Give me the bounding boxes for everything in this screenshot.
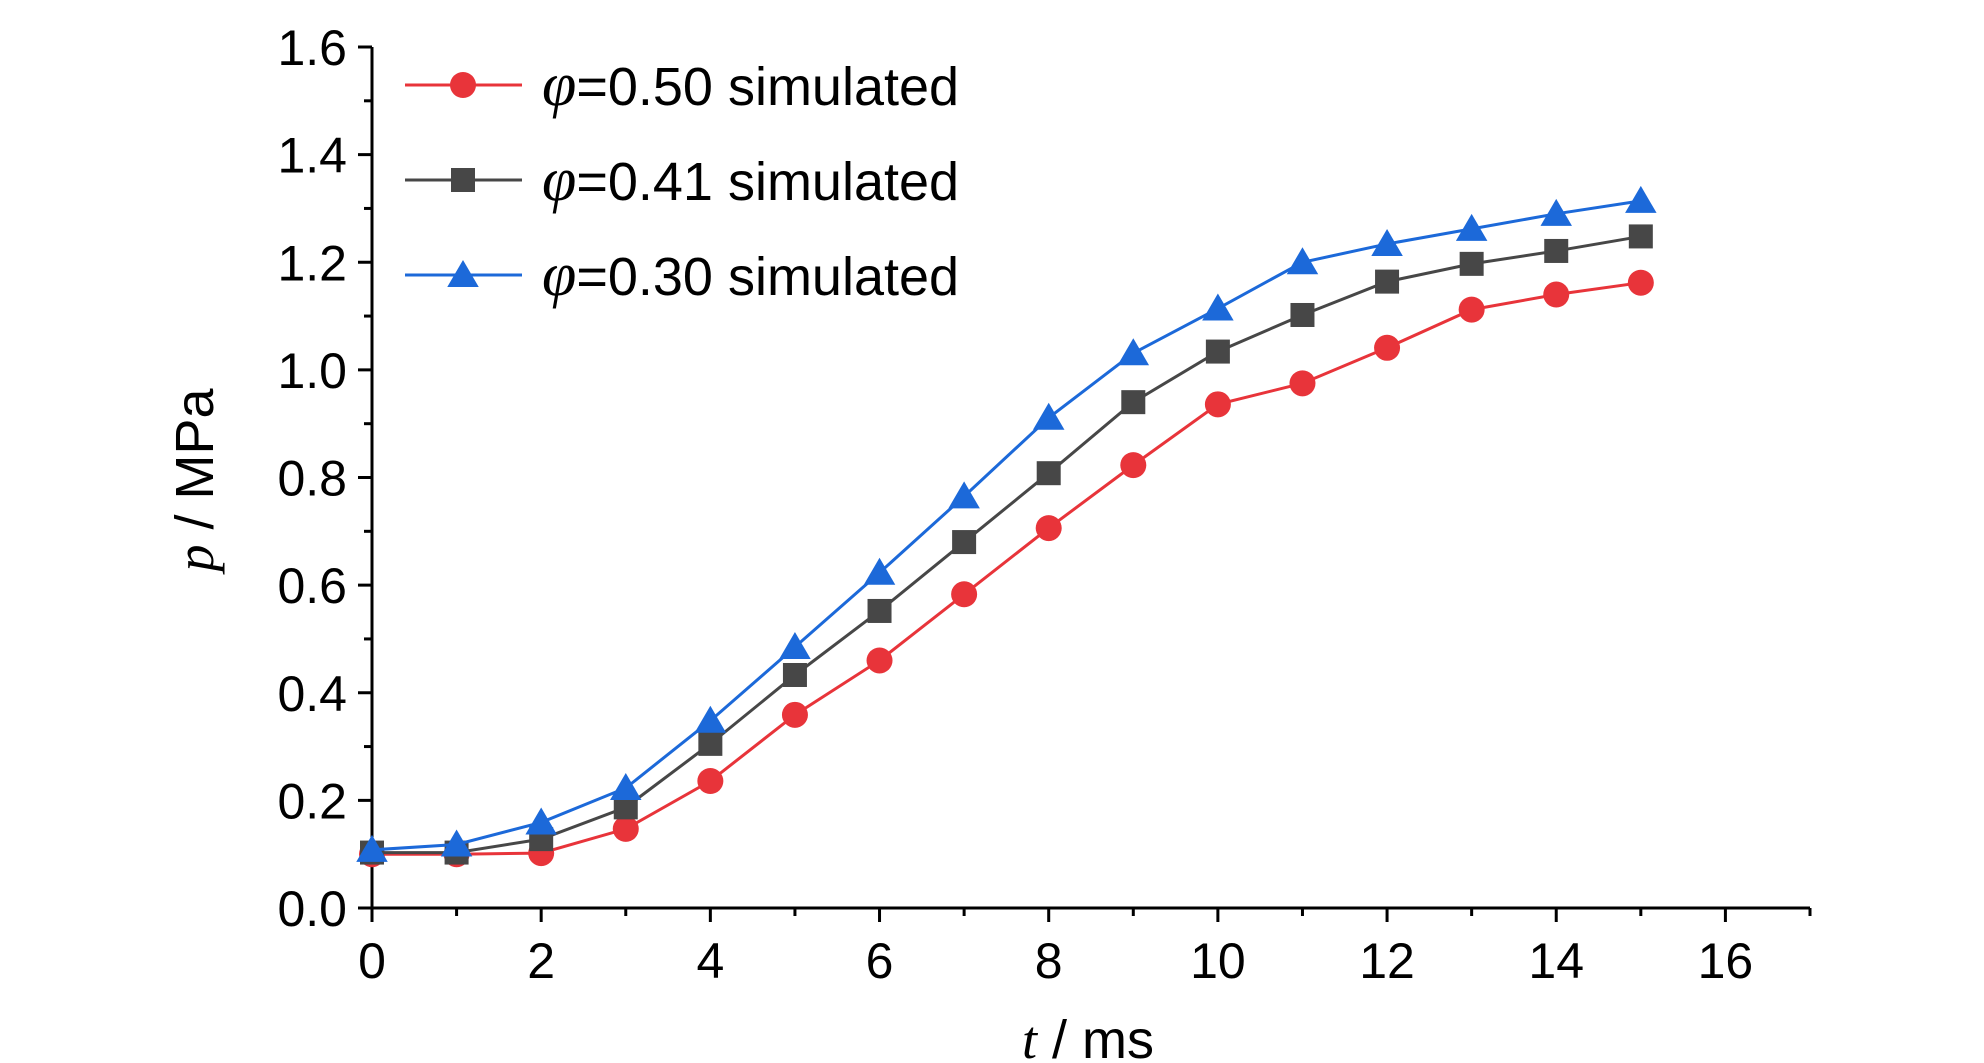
data-point <box>1120 452 1147 479</box>
x-axis-title: t / ms <box>1022 1010 1154 1063</box>
series-line <box>372 281 1642 856</box>
data-point <box>1458 296 1485 323</box>
y-tick-label: 0.8 <box>277 451 347 507</box>
data-point <box>1286 247 1319 275</box>
x-tick-label: 16 <box>1698 933 1754 989</box>
legend-symbol: φ <box>542 241 576 309</box>
data-point <box>1289 370 1316 397</box>
legend-marker <box>450 72 476 98</box>
x-axis-unit: / ms <box>1037 1010 1154 1063</box>
data-point <box>1035 515 1062 542</box>
series-line <box>371 199 1642 852</box>
data-point <box>1290 302 1315 327</box>
legend-item: φ=0.41 simulated <box>405 146 959 214</box>
data-point <box>1375 269 1400 294</box>
data-point <box>525 807 557 835</box>
data-point <box>779 632 811 660</box>
data-point <box>694 705 727 733</box>
data-point <box>1121 390 1146 415</box>
data-point <box>1032 402 1065 430</box>
data-point <box>1036 461 1061 486</box>
data-point <box>356 834 388 862</box>
series-layer <box>356 185 1657 868</box>
data-point <box>1202 293 1234 321</box>
series-line <box>372 234 1642 855</box>
legend-label: φ=0.50 simulated <box>542 51 959 119</box>
legend-label: φ=0.30 simulated <box>542 241 959 309</box>
legend-marker <box>447 260 479 287</box>
x-tick-label: 2 <box>527 933 555 989</box>
legend-name: =0.41 simulated <box>576 152 959 212</box>
data-point <box>1543 281 1570 308</box>
legend-item: φ=0.30 simulated <box>405 241 959 309</box>
data-point <box>863 557 896 585</box>
legend-symbol: φ <box>542 146 576 214</box>
y-tick-label: 0.0 <box>277 881 347 937</box>
x-tick-label: 8 <box>1035 933 1063 989</box>
data-point <box>1371 228 1403 256</box>
y-axis-variable: p <box>165 545 225 576</box>
data-point <box>1627 269 1654 296</box>
data-point <box>612 815 639 842</box>
y-tick-label: 0.6 <box>277 558 347 614</box>
x-tick-label: 0 <box>358 933 386 989</box>
series-circle <box>359 269 1654 868</box>
y-tick-label: 0.2 <box>277 773 347 829</box>
data-point <box>697 768 724 795</box>
data-point <box>781 701 808 728</box>
x-tick-label: 6 <box>866 933 894 989</box>
data-point <box>782 662 807 687</box>
data-point <box>1455 213 1488 241</box>
y-tick-label: 1.4 <box>277 128 347 184</box>
data-point <box>1625 185 1657 213</box>
data-point <box>951 581 978 608</box>
y-tick-label: 0.4 <box>277 666 347 722</box>
x-tick-label: 12 <box>1359 933 1415 989</box>
y-tick-label: 1.2 <box>277 235 347 291</box>
series-square <box>360 224 1653 865</box>
x-tick-label: 14 <box>1528 933 1584 989</box>
x-tick-label: 10 <box>1190 933 1246 989</box>
series-triangle <box>356 185 1657 862</box>
data-point <box>952 530 977 555</box>
data-point <box>1204 391 1231 418</box>
data-point <box>698 731 723 756</box>
data-point <box>610 772 642 800</box>
data-point <box>948 481 980 509</box>
legend-marker <box>451 168 475 192</box>
legend-label: φ=0.41 simulated <box>542 146 959 214</box>
data-point <box>1544 238 1569 263</box>
legend-name: =0.30 simulated <box>576 247 959 307</box>
data-point <box>440 829 473 857</box>
data-point <box>1205 339 1230 364</box>
legend-symbol: φ <box>542 51 576 119</box>
data-point <box>1540 198 1572 226</box>
data-point <box>1374 334 1401 361</box>
y-axis-title: p / MPa <box>165 388 225 576</box>
data-point <box>867 598 892 623</box>
ticks: 0 2 4 6 8 10 12 14 16 0.0 0.2 0.4 0.6 0.8 1.0 1.2 1.4 1.6 <box>277 20 1812 989</box>
legend-item: φ=0.50 simulated <box>405 51 959 119</box>
legend-name: =0.50 simulated <box>576 57 959 117</box>
y-tick-label: 1.6 <box>277 20 347 76</box>
y-axis-unit: / MPa <box>165 388 225 545</box>
data-point <box>1459 251 1484 276</box>
y-tick-label: 1.0 <box>277 343 347 399</box>
data-point <box>1628 224 1653 249</box>
data-point <box>866 647 893 674</box>
x-axis-variable: t <box>1022 1010 1039 1063</box>
x-tick-label: 4 <box>696 933 724 989</box>
data-point <box>1117 338 1150 366</box>
